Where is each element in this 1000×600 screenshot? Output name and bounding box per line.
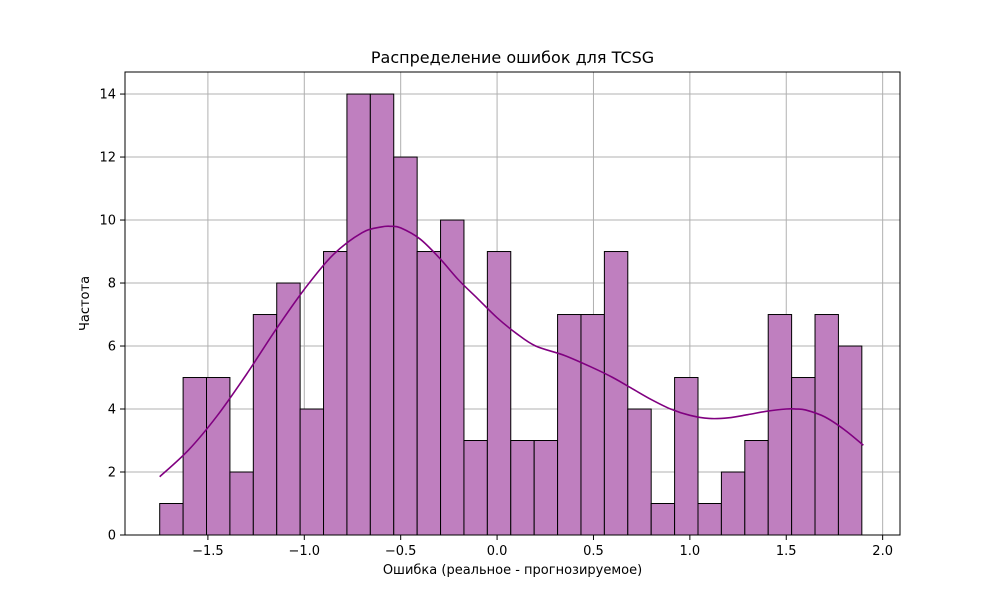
histogram-bar bbox=[463, 440, 488, 536]
kde-line bbox=[159, 225, 864, 478]
histogram-bar bbox=[440, 219, 465, 536]
histogram-bar bbox=[580, 314, 605, 536]
y-axis-label: Частота bbox=[78, 276, 93, 331]
histogram-bar bbox=[674, 377, 699, 536]
histogram-bar bbox=[299, 408, 325, 536]
histogram-bar bbox=[557, 314, 582, 536]
histogram-bar bbox=[627, 408, 652, 536]
y-tick-label: 14 bbox=[99, 88, 116, 103]
histogram-bar bbox=[369, 93, 395, 536]
y-tick-label: 2 bbox=[108, 466, 116, 481]
histogram-bar bbox=[346, 93, 371, 536]
y-tick-label: 8 bbox=[108, 277, 116, 292]
histogram-bar bbox=[206, 377, 231, 536]
histogram-bars bbox=[159, 93, 863, 536]
histogram-bar bbox=[393, 156, 418, 536]
x-tick-label: 0.0 bbox=[487, 544, 508, 559]
y-tick-label: 12 bbox=[99, 151, 116, 166]
histogram-bar bbox=[182, 377, 208, 536]
histogram-bar bbox=[814, 314, 839, 536]
x-axis-ticks: −1.5 −1.0 −0.5 0.0 0.5 1.0 1.5 2.0 bbox=[192, 535, 893, 559]
histogram-bar bbox=[697, 503, 722, 536]
histogram-bar bbox=[744, 440, 769, 536]
histogram-bar bbox=[533, 440, 559, 536]
histogram-bar bbox=[229, 471, 254, 536]
x-axis-label: Ошибка (реальное - прогнозируемое) bbox=[383, 563, 642, 578]
plot-area-frame bbox=[124, 71, 901, 536]
x-tick-label: −1.5 bbox=[192, 544, 224, 559]
histogram-bar bbox=[650, 503, 676, 536]
x-tick-label: −1.0 bbox=[289, 544, 321, 559]
y-axis-ticks: 0 2 4 6 8 10 12 14 bbox=[99, 88, 125, 544]
histogram-bar bbox=[767, 314, 793, 536]
x-tick-label: 0.5 bbox=[583, 544, 604, 559]
histogram-bar bbox=[720, 471, 746, 536]
histogram-bar bbox=[603, 251, 629, 536]
x-tick-label: 1.0 bbox=[680, 544, 701, 559]
histogram-bar bbox=[791, 377, 816, 536]
histogram-bar bbox=[252, 314, 278, 536]
histogram-bar bbox=[486, 251, 512, 536]
y-tick-label: 10 bbox=[99, 214, 116, 229]
histogram-bar bbox=[510, 440, 535, 536]
x-tick-label: 1.5 bbox=[776, 544, 797, 559]
histogram-bar bbox=[159, 503, 184, 536]
x-tick-label: −0.5 bbox=[385, 544, 417, 559]
y-tick-label: 0 bbox=[108, 529, 116, 544]
y-tick-label: 6 bbox=[108, 340, 116, 355]
histogram-bar bbox=[276, 282, 301, 536]
chart-title: Распределение ошибок для TCSG bbox=[371, 48, 654, 67]
histogram-bar bbox=[323, 251, 348, 536]
histogram-bar bbox=[416, 251, 442, 536]
y-tick-label: 4 bbox=[108, 403, 116, 418]
x-tick-label: 2.0 bbox=[872, 544, 893, 559]
